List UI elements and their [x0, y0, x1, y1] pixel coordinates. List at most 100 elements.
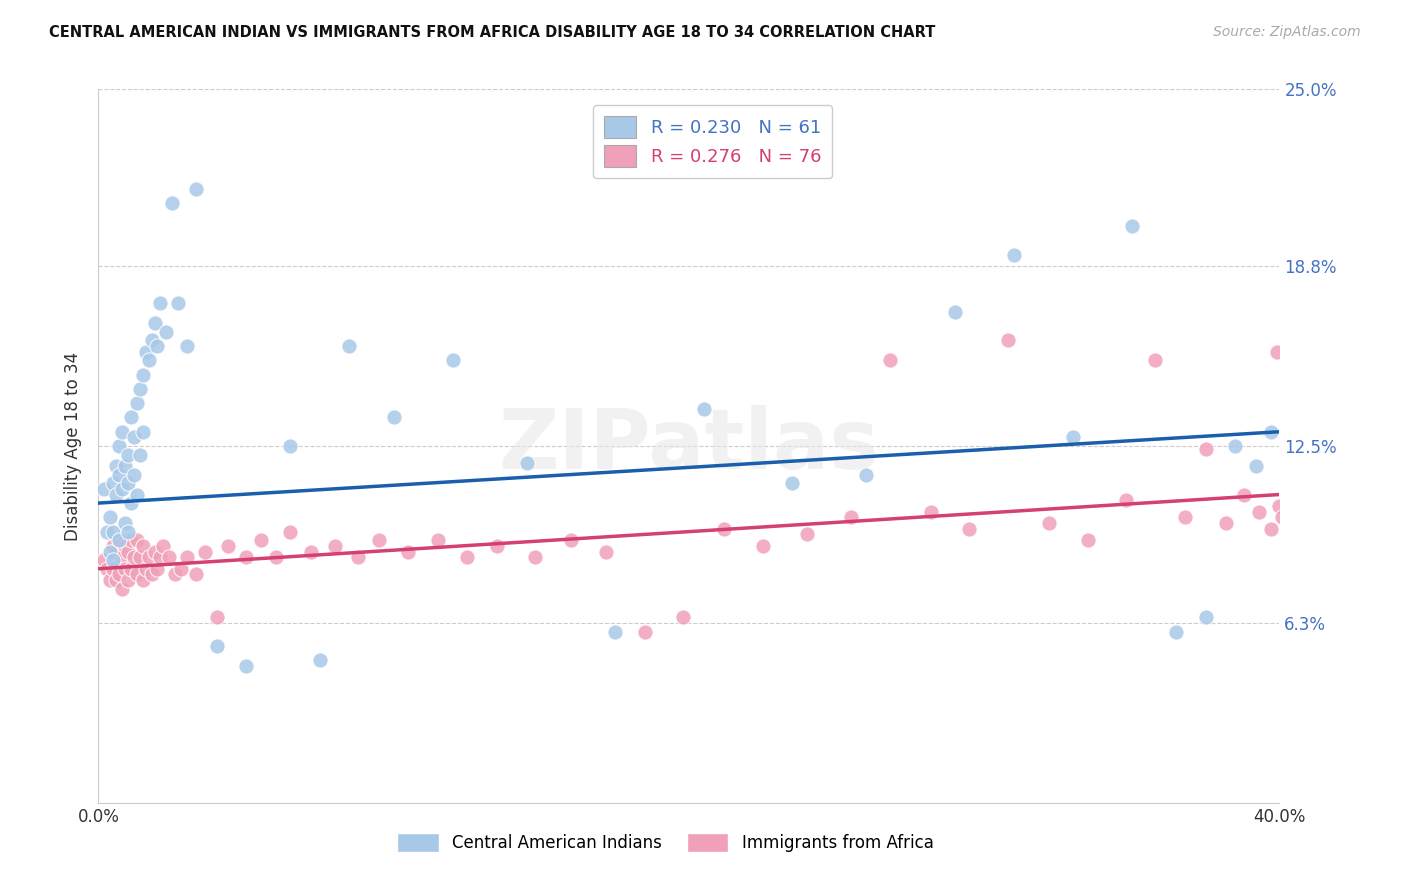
Point — [108, 439, 131, 453]
Point — [149, 550, 172, 565]
Point — [672, 610, 695, 624]
Point — [111, 550, 134, 565]
Point — [152, 539, 174, 553]
Point — [205, 610, 228, 624]
Point — [1166, 624, 1188, 639]
Point — [128, 382, 150, 396]
Point — [120, 410, 142, 425]
Point — [309, 653, 332, 667]
Point — [217, 539, 239, 553]
Point — [1195, 442, 1218, 456]
Point — [184, 567, 207, 582]
Point — [235, 550, 257, 565]
Point — [117, 476, 139, 491]
Point — [796, 527, 818, 541]
Point — [114, 516, 136, 530]
Point — [1233, 487, 1256, 501]
Y-axis label: Disability Age 18 to 34: Disability Age 18 to 34 — [65, 351, 83, 541]
Point — [98, 510, 121, 524]
Point — [959, 522, 981, 536]
Point — [138, 550, 160, 565]
Point — [128, 550, 150, 565]
Point — [841, 510, 863, 524]
Point — [120, 562, 142, 576]
Point — [108, 533, 131, 548]
Point — [1002, 248, 1025, 262]
Point — [1268, 499, 1291, 513]
Point — [560, 533, 582, 548]
Text: Source: ZipAtlas.com: Source: ZipAtlas.com — [1213, 25, 1361, 39]
Point — [1244, 458, 1267, 473]
Point — [713, 522, 735, 536]
Point — [516, 456, 538, 470]
Point — [176, 550, 198, 565]
Point — [117, 524, 139, 539]
Point — [1115, 493, 1137, 508]
Point — [146, 339, 169, 353]
Point — [280, 524, 302, 539]
Point — [524, 550, 547, 565]
Point — [323, 539, 346, 553]
Point — [105, 458, 128, 473]
Point — [427, 533, 450, 548]
Point — [441, 353, 464, 368]
Point — [120, 533, 142, 548]
Point — [176, 339, 198, 353]
Point — [103, 539, 125, 553]
Point — [1144, 353, 1167, 368]
Point — [879, 353, 901, 368]
Point — [117, 573, 139, 587]
Point — [997, 334, 1019, 348]
Point — [114, 458, 136, 473]
Point — [125, 533, 148, 548]
Point — [138, 353, 160, 368]
Point — [103, 524, 125, 539]
Point — [1121, 219, 1143, 234]
Point — [125, 396, 148, 410]
Point — [155, 325, 177, 339]
Point — [1260, 425, 1282, 439]
Point — [280, 439, 302, 453]
Point — [125, 487, 148, 501]
Point — [943, 305, 966, 319]
Point — [146, 562, 169, 576]
Point — [98, 544, 121, 558]
Point — [162, 196, 183, 211]
Point — [855, 467, 877, 482]
Point — [1265, 344, 1288, 359]
Point — [120, 496, 142, 510]
Point — [398, 544, 420, 558]
Point — [98, 573, 121, 587]
Point — [170, 562, 193, 576]
Point — [111, 582, 134, 596]
Point — [135, 344, 157, 359]
Point — [457, 550, 479, 565]
Point — [132, 425, 155, 439]
Point — [1077, 533, 1099, 548]
Point — [1215, 516, 1237, 530]
Point — [117, 544, 139, 558]
Point — [250, 533, 273, 548]
Point — [141, 334, 163, 348]
Point — [105, 544, 128, 558]
Point — [149, 296, 172, 310]
Point — [114, 539, 136, 553]
Point — [143, 544, 166, 558]
Point — [1174, 510, 1197, 524]
Point — [1271, 510, 1294, 524]
Point — [165, 567, 187, 582]
Legend: Central American Indians, Immigrants from Africa: Central American Indians, Immigrants fro… — [391, 826, 941, 859]
Point — [299, 544, 322, 558]
Point — [108, 533, 131, 548]
Point — [103, 553, 125, 567]
Point — [105, 487, 128, 501]
Point — [96, 562, 118, 576]
Point — [103, 562, 125, 576]
Point — [1062, 430, 1084, 444]
Point — [132, 573, 155, 587]
Point — [122, 467, 145, 482]
Point — [111, 482, 134, 496]
Point — [93, 553, 115, 567]
Point — [382, 410, 405, 425]
Point — [96, 524, 118, 539]
